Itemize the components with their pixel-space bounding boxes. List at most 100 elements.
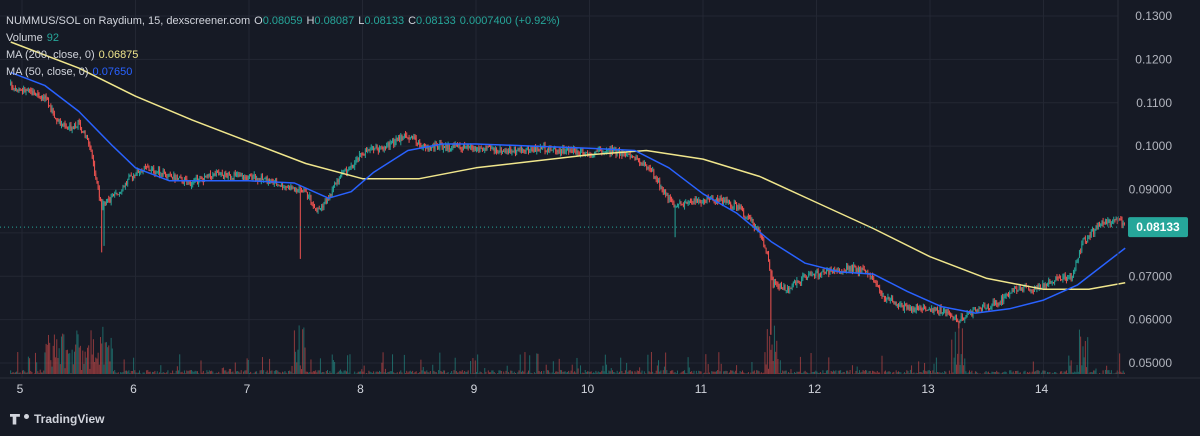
candle-body <box>907 306 909 309</box>
candle-body <box>148 167 150 171</box>
candle-body <box>278 184 280 186</box>
volume-bar <box>433 370 435 374</box>
volume-bar <box>123 359 125 374</box>
volume-bar <box>952 372 954 374</box>
volume-bar <box>764 352 766 374</box>
symbol-title[interactable]: NUMMUS/SOL on Raydium, 15, dexscreener.c… <box>6 15 251 27</box>
candle-body <box>809 272 811 274</box>
candle-body <box>917 305 918 308</box>
volume-bar <box>418 372 420 374</box>
candle-body <box>996 303 998 305</box>
volume-bar <box>567 371 569 374</box>
candle-body <box>901 302 903 306</box>
candle-body <box>1055 276 1057 281</box>
volume-bar <box>104 342 106 374</box>
change-value: 0.0007400 (+0.92%) <box>459 15 560 27</box>
candle-body <box>765 247 767 252</box>
volume-bar <box>253 372 255 374</box>
volume-bar <box>63 334 65 374</box>
candle-body <box>677 205 678 207</box>
candle-body <box>350 165 352 168</box>
volume-bar <box>966 373 968 374</box>
candle-body <box>265 176 267 178</box>
candle-body <box>632 155 633 157</box>
volume-bar <box>425 371 427 374</box>
candle-body <box>975 308 976 312</box>
candle-body <box>179 177 181 179</box>
volume-bar <box>1028 372 1030 374</box>
candle-body <box>472 148 474 150</box>
volume-bar <box>325 371 327 374</box>
candle-body <box>303 191 305 193</box>
candle-body <box>686 201 688 204</box>
volume-bar <box>33 373 35 374</box>
candle-body <box>919 307 921 311</box>
ma200-row[interactable]: MA (200, close, 0) 0.06875 <box>6 47 560 64</box>
candle-body <box>978 308 980 311</box>
volume-bar <box>1094 370 1096 374</box>
volume-bar <box>169 372 171 374</box>
candle-body <box>447 144 449 150</box>
candle-body <box>763 238 765 246</box>
volume-bar <box>1031 371 1033 374</box>
volume-bar <box>1047 372 1049 374</box>
candle-body <box>898 304 899 307</box>
candle-body <box>289 185 291 190</box>
volume-bar <box>96 358 98 374</box>
candle-body <box>952 316 954 319</box>
candle-body <box>610 148 612 155</box>
candle-body <box>523 149 525 152</box>
candle-body <box>40 96 42 98</box>
volume-bar <box>909 369 911 374</box>
candle-body <box>12 88 14 89</box>
volume-bar <box>340 369 342 374</box>
volume-bar <box>485 371 487 374</box>
candle-body <box>951 315 953 317</box>
candle-body <box>718 201 720 203</box>
candle-body <box>135 174 137 176</box>
candle-body <box>536 146 538 152</box>
candle-body <box>1123 222 1125 225</box>
y-tick-label: 0.1300 <box>1135 9 1172 23</box>
candle-body <box>1022 288 1024 292</box>
volume-bar <box>78 347 80 374</box>
candle-body <box>1021 288 1022 290</box>
volume-row[interactable]: Volume 92 <box>6 30 560 47</box>
candle-body <box>1034 287 1035 292</box>
volume-bar <box>442 370 444 374</box>
volume-bar <box>864 370 866 374</box>
volume-bar <box>689 371 691 374</box>
volume-bar <box>654 373 656 374</box>
volume-bar <box>88 345 90 374</box>
candle-body <box>389 142 391 148</box>
volume-bar <box>854 373 856 374</box>
x-tick-label: 12 <box>808 382 822 396</box>
volume-bar <box>414 372 416 374</box>
candle-body <box>412 136 414 139</box>
candle-body <box>826 269 827 274</box>
candle-body <box>963 318 964 321</box>
candle-body <box>940 307 942 314</box>
volume-bar <box>1120 371 1122 374</box>
candle-body <box>428 146 430 151</box>
volume-bar <box>313 371 315 374</box>
candle-body <box>419 141 421 146</box>
volume-bar <box>881 355 883 374</box>
volume-bar <box>706 372 708 374</box>
candle-body <box>486 146 488 150</box>
candle-body <box>725 199 727 203</box>
candle-body <box>604 151 606 153</box>
volume-bar <box>1026 371 1028 374</box>
candle-body <box>124 183 126 188</box>
candle-body <box>1042 283 1044 289</box>
volume-bar <box>815 370 817 374</box>
tradingview-logo[interactable]: TradingView <box>10 412 104 426</box>
volume-bar <box>31 372 33 374</box>
volume-bar <box>522 370 524 374</box>
volume-bar <box>376 371 378 374</box>
candle-body <box>787 288 788 291</box>
candle-body <box>1028 286 1030 290</box>
candle-body <box>62 123 64 127</box>
ma50-row[interactable]: MA (50, close, 0) 0.07650 <box>6 64 560 81</box>
